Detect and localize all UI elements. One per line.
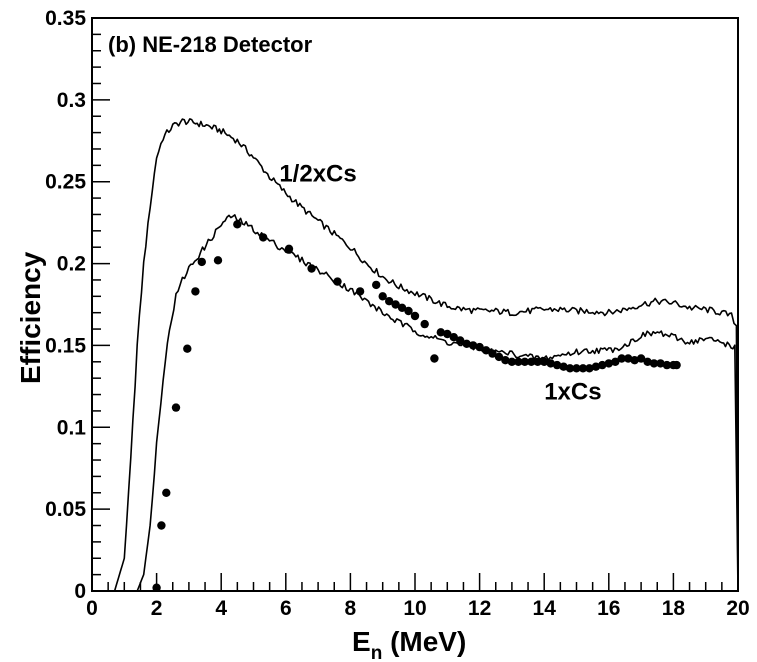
measured-point (501, 356, 510, 365)
y-tick-label: 0.3 (57, 89, 86, 112)
chart-title: (b) NE-218 Detector (108, 32, 313, 57)
measured-point (585, 364, 594, 373)
measured-point (404, 306, 413, 316)
measured-point (259, 233, 268, 242)
measured-point (456, 336, 465, 345)
measured-point (397, 303, 407, 312)
measured-point (449, 333, 458, 342)
efficiency-curve-one-cs (92, 214, 739, 592)
measured-point (191, 287, 200, 296)
annotation-one-cs: 1xCs (544, 378, 601, 405)
y-tick-label: 0.25 (45, 171, 86, 194)
measured-point (233, 220, 242, 229)
measured-point (307, 264, 316, 273)
x-tick-label: 20 (726, 597, 749, 620)
measured-point (183, 344, 192, 353)
x-tick-label: 4 (215, 597, 227, 620)
x-tick-label: 18 (662, 597, 686, 620)
measured-point (171, 403, 181, 412)
y-axis-tick-labels: 0 0.05 0.1 0.15 0.2 0.25 0.3 0.35 (45, 7, 86, 603)
efficiency-curve-half-cs (92, 118, 739, 592)
measured-point (197, 257, 206, 267)
measured-point (520, 357, 529, 366)
measured-point (624, 354, 633, 363)
x-tick-label: 8 (345, 597, 357, 620)
measured-point (565, 364, 575, 373)
measured-point (672, 360, 681, 370)
y-tick-label: 0.1 (57, 416, 87, 439)
measured-point (462, 339, 471, 348)
y-tick-label: 0 (74, 580, 86, 603)
measured-point (514, 357, 523, 366)
y-axis-ticks (92, 17, 110, 592)
measured-point (378, 292, 387, 301)
measured-point (430, 354, 439, 363)
measured-point (488, 349, 497, 358)
measured-point (643, 357, 652, 366)
measured-point (507, 357, 517, 366)
measured-point (284, 244, 294, 253)
x-tick-label: 14 (533, 597, 557, 620)
measured-point (578, 364, 588, 373)
measured-point (611, 357, 620, 366)
measured-point (385, 297, 394, 306)
measured-point (527, 357, 536, 366)
measured-point (420, 319, 429, 329)
measured-point (540, 357, 549, 366)
measured-point (552, 360, 562, 370)
x-tick-label: 10 (403, 597, 426, 620)
y-axis-title: Efficiency (15, 251, 46, 384)
measured-point (333, 277, 342, 286)
measured-point (475, 342, 484, 352)
measured-point (546, 359, 555, 368)
y-tick-label: 0.05 (45, 498, 86, 521)
measured-point (355, 287, 365, 296)
measured-point (533, 357, 542, 366)
y-tick-label: 0.35 (45, 7, 86, 30)
x-tick-label: 0 (86, 597, 98, 620)
x-axis-title-subscript: n (371, 643, 383, 662)
y-tick-label: 0.2 (57, 253, 86, 276)
x-axis-tick-labels: 0 2 4 6 8 10 12 14 16 18 20 (86, 597, 750, 620)
measured-point (494, 352, 504, 362)
plot-marks (92, 118, 739, 592)
measured-point (157, 521, 166, 530)
x-tick-label: 16 (597, 597, 620, 620)
y-tick-label: 0.15 (45, 334, 86, 357)
measured-point (372, 280, 381, 290)
measured-point (481, 346, 491, 355)
measured-point (617, 354, 626, 363)
measured-point (443, 329, 452, 339)
x-tick-label: 12 (468, 597, 491, 620)
measured-point (410, 311, 420, 321)
measured-point (468, 341, 478, 350)
measured-point (559, 362, 568, 371)
measured-point (591, 362, 601, 371)
x-axis-ticks (91, 573, 739, 591)
x-axis-title: En (MeV) (352, 626, 466, 662)
measured-point (630, 356, 639, 365)
measured-point (656, 359, 665, 368)
measured-point (572, 364, 581, 373)
measured-point (636, 354, 646, 363)
measured-point (162, 488, 171, 497)
measured-point (598, 360, 607, 370)
measured-point (436, 328, 445, 337)
x-tick-label: 2 (151, 597, 163, 620)
measured-point (213, 256, 223, 265)
annotation-half-cs: 1/2xCs (279, 161, 356, 188)
measured-point (649, 359, 659, 368)
x-tick-label: 6 (280, 597, 292, 620)
measured-point (604, 359, 613, 368)
measured-point (391, 300, 400, 309)
measured-point (662, 360, 672, 370)
